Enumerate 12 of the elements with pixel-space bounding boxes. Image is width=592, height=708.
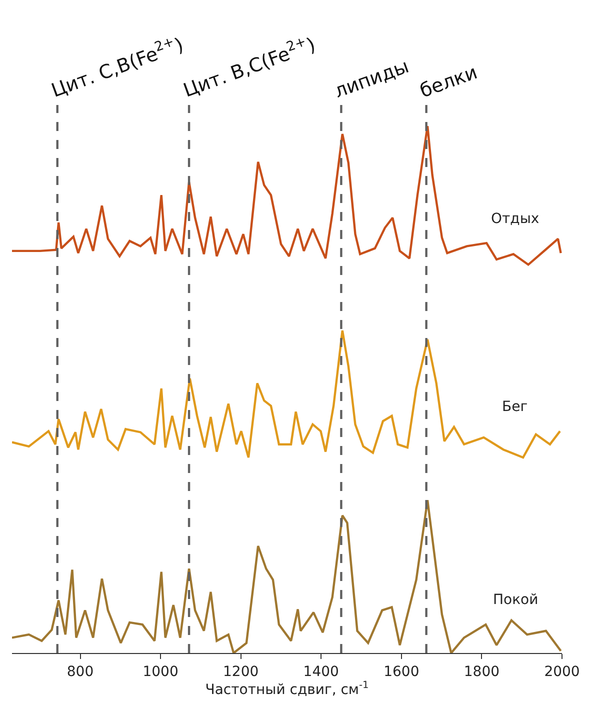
x-tick-label: 1600 <box>384 664 420 680</box>
x-tick-label: 800 <box>66 664 94 680</box>
ref-line-label: белки <box>417 61 480 102</box>
x-tick-label: 1800 <box>464 664 500 680</box>
x-tick-label: 1200 <box>223 664 259 680</box>
x-tick-label: 1000 <box>142 664 178 680</box>
series-label: Бег <box>502 399 528 415</box>
x-tick-label: 1400 <box>303 664 339 680</box>
x-tick-label: 2000 <box>544 664 580 680</box>
x-axis-title: Частотный сдвиг, см$^{-1}$ <box>205 680 369 698</box>
series-label: Покой <box>493 592 538 608</box>
series-label: Отдых <box>491 211 540 227</box>
